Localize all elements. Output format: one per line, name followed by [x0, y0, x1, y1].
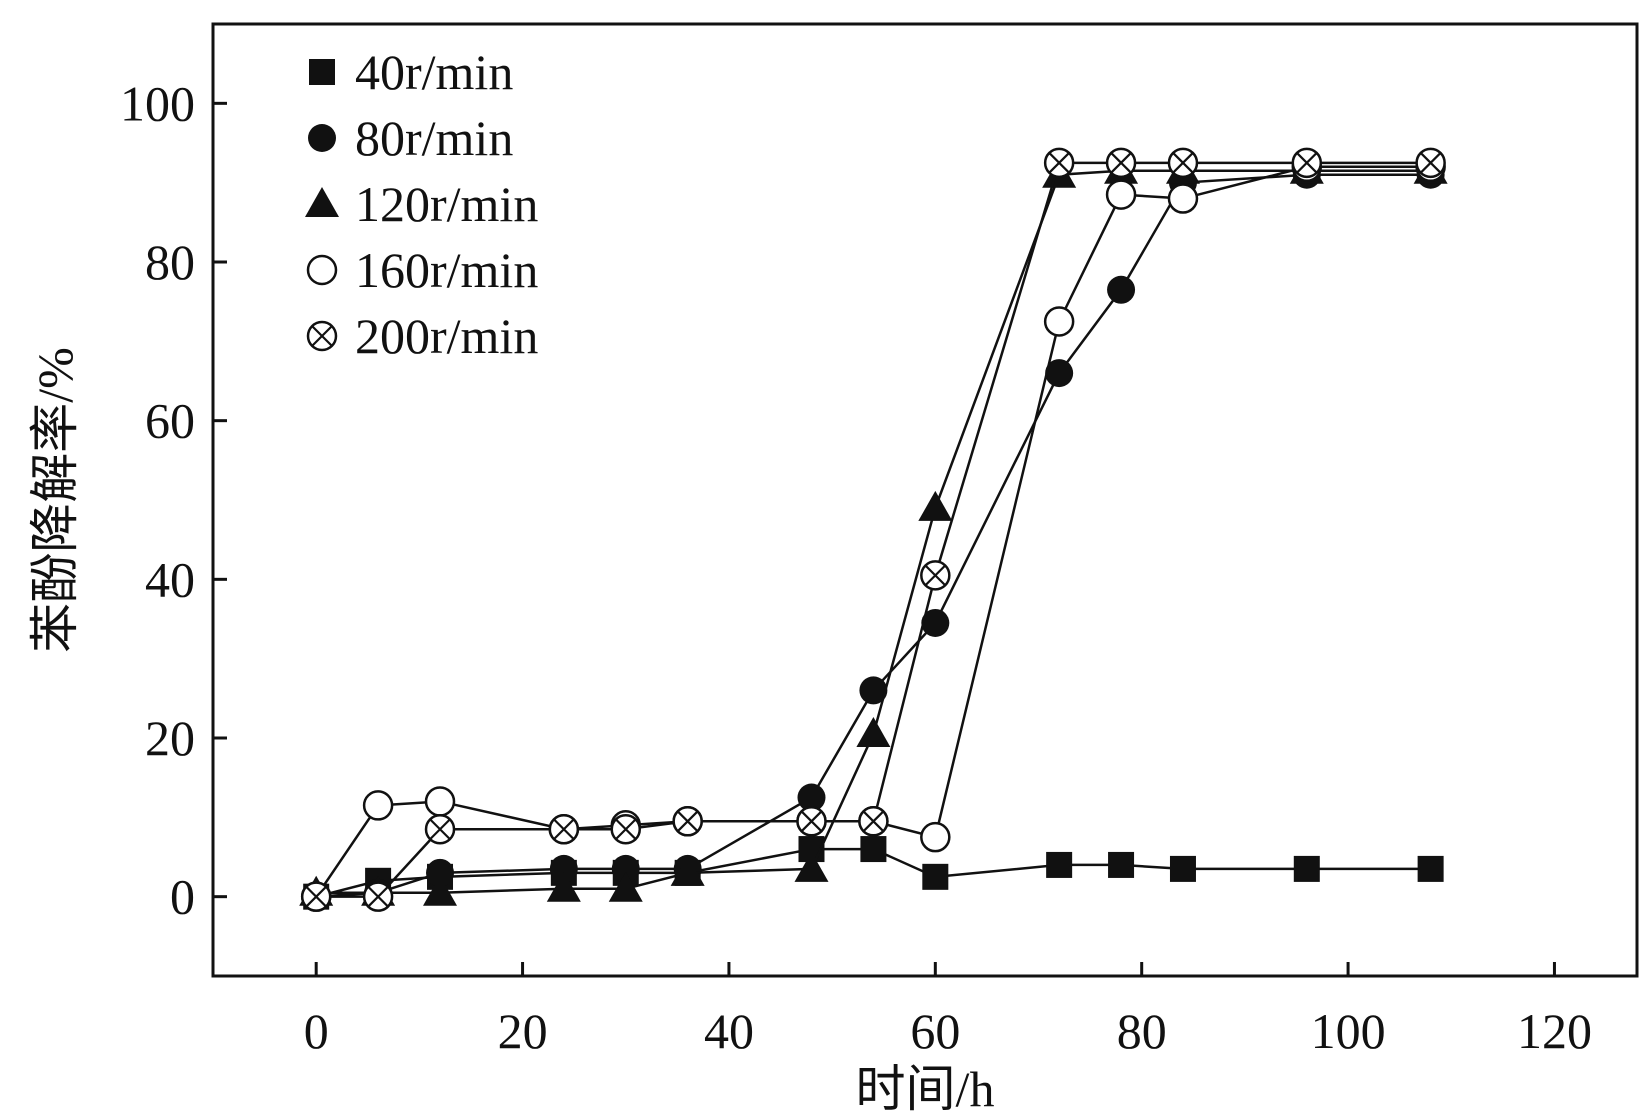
data-point — [918, 490, 953, 521]
data-point — [426, 858, 455, 887]
y-tick-label: 100 — [120, 75, 195, 131]
data-point — [1108, 851, 1135, 878]
legend-item: 40r/min — [309, 44, 513, 100]
data-point — [1417, 855, 1444, 882]
legend-label: 160r/min — [355, 242, 538, 298]
x-tick-label: 80 — [1117, 1003, 1167, 1059]
x-tick-label: 100 — [1311, 1003, 1386, 1059]
data-point — [859, 676, 888, 705]
data-point — [1105, 179, 1137, 210]
data-point — [1167, 183, 1199, 214]
legend-marker — [309, 59, 335, 85]
x-tick-label: 20 — [498, 1003, 548, 1059]
data-point — [1043, 306, 1075, 337]
data-point — [423, 875, 458, 906]
data-point — [1291, 147, 1323, 179]
legend: 40r/min 80r/min 120r/min 160r/min 200r/min — [305, 44, 538, 364]
data-point — [1293, 855, 1320, 882]
data-point — [1167, 147, 1199, 179]
x-tick-label: 40 — [704, 1003, 754, 1059]
data-point — [610, 813, 642, 845]
series-4 — [300, 147, 1446, 912]
data-point — [546, 871, 581, 902]
plot-frame — [211, 22, 1639, 978]
y-tick-label: 20 — [145, 710, 195, 766]
series-layer — [299, 147, 1448, 912]
data-point — [1046, 851, 1073, 878]
data-point — [300, 881, 332, 912]
x-tick-label: 120 — [1517, 1003, 1592, 1059]
data-point — [920, 560, 951, 591]
data-point — [921, 608, 950, 637]
data-point — [858, 806, 889, 837]
data-point — [1169, 855, 1196, 882]
data-point — [611, 854, 640, 883]
legend-label: 80r/min — [355, 110, 513, 166]
legend-label: 200r/min — [355, 308, 538, 364]
data-point — [920, 821, 951, 853]
legend-marker — [306, 254, 338, 286]
data-point — [1105, 147, 1137, 179]
legend-item: 160r/min — [306, 242, 538, 298]
data-point — [672, 806, 703, 837]
data-point — [1045, 359, 1074, 388]
y-tick-label: 0 — [170, 869, 195, 925]
y-tick-label: 80 — [145, 234, 195, 290]
data-point — [922, 863, 949, 890]
data-point — [424, 786, 456, 817]
legend-marker — [308, 124, 336, 152]
x-axis-label: 时间/h — [856, 1061, 995, 1116]
data-point — [548, 813, 580, 845]
legend-label: 40r/min — [355, 44, 513, 100]
data-point — [424, 813, 456, 845]
legend-item: 120r/min — [305, 176, 538, 232]
legend-marker — [306, 320, 338, 352]
data-point — [608, 871, 643, 902]
data-point — [794, 851, 829, 882]
y-tick-label: 60 — [145, 393, 195, 449]
data-point — [670, 855, 705, 886]
data-point — [1415, 147, 1446, 179]
y-tick-label: 40 — [145, 551, 195, 607]
x-tick-label: 0 — [304, 1003, 329, 1059]
data-point — [856, 717, 891, 748]
legend-item: 80r/min — [308, 110, 513, 166]
legend-label: 120r/min — [355, 176, 538, 232]
data-point — [796, 806, 827, 837]
data-point — [362, 790, 394, 821]
data-point — [549, 854, 578, 883]
data-point — [362, 881, 394, 912]
data-point — [1043, 147, 1075, 179]
axis-ticks — [213, 101, 1556, 976]
x-tick-label: 60 — [910, 1003, 960, 1059]
axis-tick-labels: 0 20 40 60 80 100 120 0 20 40 60 80 100 — [120, 75, 1592, 1059]
legend-item: 200r/min — [306, 308, 538, 364]
data-point — [797, 783, 826, 812]
y-axis-label: 苯酚降解率/% — [27, 347, 83, 653]
data-point — [1107, 275, 1136, 304]
data-point — [860, 836, 887, 863]
legend-marker — [305, 187, 339, 217]
